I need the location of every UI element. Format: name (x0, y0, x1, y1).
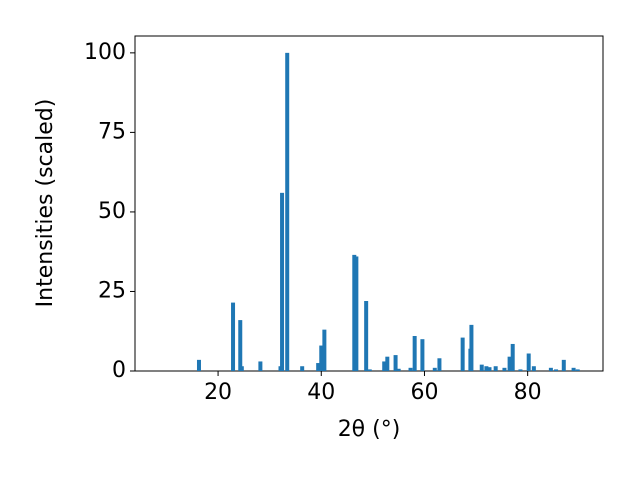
bar (196, 359, 201, 371)
bar (231, 302, 236, 371)
bar (354, 256, 359, 371)
bar (469, 324, 474, 371)
bar (385, 356, 390, 371)
bar (322, 329, 327, 371)
bar (487, 367, 492, 371)
y-tick-label: 0 (112, 358, 126, 383)
bar (352, 254, 357, 371)
y-axis-label: Intensities (scaled) (33, 99, 58, 308)
bar (437, 358, 442, 371)
y-tick-label: 100 (84, 40, 126, 65)
y-tick-label: 50 (98, 199, 126, 224)
bar (319, 345, 324, 371)
bar (518, 369, 523, 371)
bar (393, 355, 398, 371)
x-tick-label: 60 (410, 380, 438, 405)
x-tick-label: 20 (204, 380, 232, 405)
bar (367, 369, 372, 371)
bar (280, 192, 285, 371)
bar (502, 367, 507, 371)
bar (316, 363, 321, 371)
bar (300, 366, 305, 371)
bar (575, 369, 580, 371)
bar (507, 356, 512, 371)
bar (479, 364, 484, 371)
x-tick-label: 80 (514, 380, 542, 405)
bar (548, 367, 553, 371)
bar (412, 336, 417, 371)
bar (460, 337, 465, 371)
bar (526, 353, 531, 371)
x-tick-label: 40 (307, 380, 335, 405)
bar (258, 361, 263, 371)
bar (561, 359, 566, 371)
bar (238, 320, 243, 371)
bar (531, 366, 536, 371)
bar (285, 52, 290, 371)
bar (510, 343, 515, 371)
bar (239, 366, 244, 371)
bar (493, 366, 498, 371)
bar (382, 361, 387, 371)
bar (420, 339, 425, 371)
bar (396, 368, 401, 371)
plot-frame (134, 35, 604, 372)
bar (364, 301, 369, 371)
y-tick-label: 75 (98, 119, 126, 144)
bar (484, 366, 489, 371)
y-tick-label: 25 (98, 278, 126, 303)
bar (432, 367, 437, 371)
x-axis-label: 2θ (°) (338, 417, 401, 442)
bar (571, 367, 576, 371)
bar (408, 367, 413, 371)
bar (554, 369, 559, 371)
